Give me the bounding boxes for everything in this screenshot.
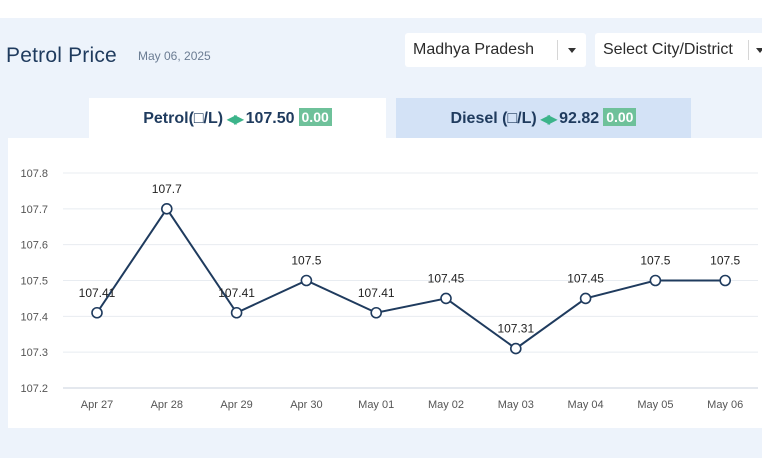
tab-diesel[interactable]: Diesel (□/L) ◀▶ 92.82 0.00 <box>396 98 691 138</box>
tab-diesel-price: 92.82 <box>559 110 600 127</box>
data-point <box>509 342 522 355</box>
price-date: May 06, 2025 <box>138 49 211 63</box>
data-point <box>230 306 243 319</box>
data-label: 107.5 <box>710 254 740 268</box>
x-tick-label: Apr 28 <box>151 399 183 411</box>
y-tick-label: 107.8 <box>20 168 48 180</box>
data-point <box>91 306 103 319</box>
data-label: 107.7 <box>152 182 182 196</box>
data-label: 107.45 <box>567 271 604 285</box>
y-tick-label: 107.5 <box>20 276 48 288</box>
data-point <box>300 274 313 287</box>
x-tick-label: Apr 27 <box>81 399 113 411</box>
price-change-badge: 0.00 <box>298 108 332 126</box>
x-tick-label: May 05 <box>637 399 673 411</box>
select-separator <box>748 40 749 60</box>
x-tick-label: Apr 29 <box>220 399 252 411</box>
y-tick-label: 107.4 <box>20 311 48 323</box>
x-tick-label: May 04 <box>568 399 604 411</box>
data-point <box>161 203 173 215</box>
x-tick-label: May 02 <box>428 399 464 411</box>
data-label: 107.5 <box>640 254 670 268</box>
data-point <box>440 292 452 305</box>
data-label: 107.31 <box>497 322 534 336</box>
data-point <box>649 274 662 287</box>
page-title: Petrol Price <box>6 44 117 67</box>
price-change-badge: 0.00 <box>603 108 637 126</box>
price-line-chart: 107.2 107.3 107.4 107.5 107.6 107.7 107.8 Apr 2… <box>20 168 758 411</box>
up-down-arrows-icon: ◀▶ <box>540 112 558 126</box>
data-point <box>579 292 592 305</box>
chevron-down-icon[interactable] <box>568 48 576 53</box>
data-point <box>719 274 732 287</box>
up-down-arrows-icon: ◀▶ <box>227 112 244 126</box>
x-tick-label: Apr 30 <box>290 399 322 411</box>
y-tick-label: 107.7 <box>20 204 48 216</box>
x-tick-label: May 03 <box>498 399 534 411</box>
tab-petrol-price: 107.50 <box>245 110 295 127</box>
x-tick-label: May 01 <box>358 399 394 411</box>
state-select[interactable]: Madhya Pradesh <box>405 33 586 67</box>
city-select-value: Select City/District <box>603 41 733 58</box>
y-tick-label: 107.3 <box>20 347 48 359</box>
chart-card: 107.2 107.3 107.4 107.5 107.6 107.7 107.8 Apr 2… <box>8 138 762 428</box>
data-label: 107.5 <box>291 254 321 268</box>
data-label: 107.41 <box>218 286 255 300</box>
data-label: 107.45 <box>428 271 465 285</box>
series-line <box>96 207 726 350</box>
city-select[interactable]: Select City/District <box>595 33 762 67</box>
x-tick-label: May 06 <box>707 399 743 411</box>
select-separator <box>557 40 558 60</box>
data-point <box>370 306 383 319</box>
tab-diesel-label: Diesel (□/L) <box>450 110 537 127</box>
tab-petrol[interactable]: Petrol(□/L) ◀▶ 107.50 0.00 <box>89 98 386 138</box>
data-label: 107.41 <box>79 286 116 300</box>
state-select-value: Madhya Pradesh <box>413 41 534 58</box>
y-tick-label: 107.6 <box>20 240 48 252</box>
chevron-down-icon[interactable] <box>756 48 762 53</box>
data-label: 107.41 <box>358 286 395 300</box>
tab-petrol-label: Petrol(□/L) <box>143 110 224 127</box>
y-tick-label: 107.2 <box>20 383 48 395</box>
